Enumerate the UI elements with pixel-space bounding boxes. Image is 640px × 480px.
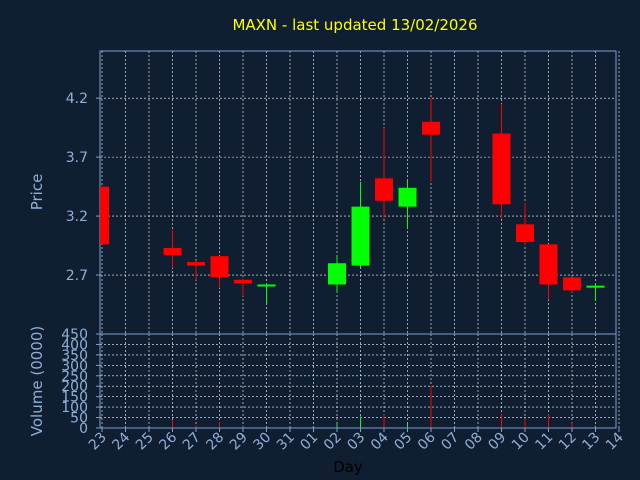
price-tick-label: 2.7	[66, 268, 88, 284]
volume-tick-label: 300	[61, 358, 88, 374]
candle-body	[100, 186, 109, 245]
price-axis-label: Price	[28, 174, 46, 211]
x-tick-label: 09	[485, 430, 509, 454]
x-tick-label: 28	[203, 430, 227, 454]
x-tick-label: 26	[156, 429, 180, 453]
volume-tick-label: 150	[61, 390, 88, 406]
volume-tick-label: 50	[70, 411, 88, 427]
x-tick-label: 27	[180, 430, 204, 454]
volume-tick-label: 400	[61, 337, 88, 353]
volume-tick-label: 100	[61, 400, 88, 416]
price-tick-label: 3.7	[66, 150, 88, 166]
price-panel: 2.7 3.2 3.7 4.2	[66, 50, 620, 335]
candle-body	[234, 279, 252, 284]
candle-body	[422, 121, 440, 135]
x-tick-label: 03	[344, 430, 368, 454]
x-tick-label: 31	[274, 430, 298, 454]
x-tick-label: 30	[250, 430, 274, 454]
x-tick-label: 24	[109, 429, 133, 453]
x-tick-label: 02	[321, 430, 345, 454]
candle-body	[163, 247, 182, 255]
x-tick-label: 23	[86, 430, 110, 454]
candle-body	[187, 262, 205, 266]
volume-axis-label: Volume (0000)	[28, 326, 46, 436]
price-frame	[99, 50, 617, 335]
candle-body	[516, 224, 534, 243]
volume-tick-label: 350	[61, 348, 88, 364]
x-tick-label: 14	[603, 429, 627, 453]
candle-body	[539, 244, 558, 285]
price-tick-label: 4.2	[66, 91, 88, 107]
price-tick-label: 3.2	[66, 209, 88, 225]
candle-body	[210, 256, 229, 278]
x-tick-label: 07	[438, 430, 462, 454]
candle-body	[351, 206, 370, 266]
x-tick-label: 04	[368, 429, 392, 453]
candle-body	[375, 178, 393, 201]
x-tick-label: 29	[227, 430, 251, 454]
volume-tick-label: 0	[79, 421, 88, 437]
chart-title: MAXN - last updated 13/02/2026	[232, 16, 477, 34]
candle-body	[492, 133, 511, 205]
candle-body	[257, 284, 276, 287]
x-tick-label: 10	[509, 430, 533, 454]
volume-tick-label: 250	[61, 369, 88, 385]
x-tick-label: 12	[556, 430, 580, 454]
x-axis: 23 24 25 26 27 28 29 30 31 01 02 03 04 05 06 07 08 09 10 11…	[86, 428, 627, 453]
x-tick-label: 08	[462, 430, 486, 454]
candle-body	[586, 285, 605, 288]
volume-tick-label: 200	[61, 379, 88, 395]
x-tick-label: 01	[297, 430, 321, 454]
volume-frame	[99, 333, 617, 429]
x-tick-label: 25	[133, 430, 157, 454]
volume-tick-label: 450	[61, 327, 88, 343]
x-tick-label: 06	[415, 429, 439, 453]
candle-body	[398, 187, 417, 207]
x-tick-label: 11	[532, 430, 556, 454]
x-tick-label: 13	[579, 430, 603, 454]
candle-body	[328, 263, 346, 285]
candle-body	[563, 277, 581, 291]
x-axis-label: Day	[333, 458, 363, 476]
x-tick-label: 05	[391, 430, 415, 454]
